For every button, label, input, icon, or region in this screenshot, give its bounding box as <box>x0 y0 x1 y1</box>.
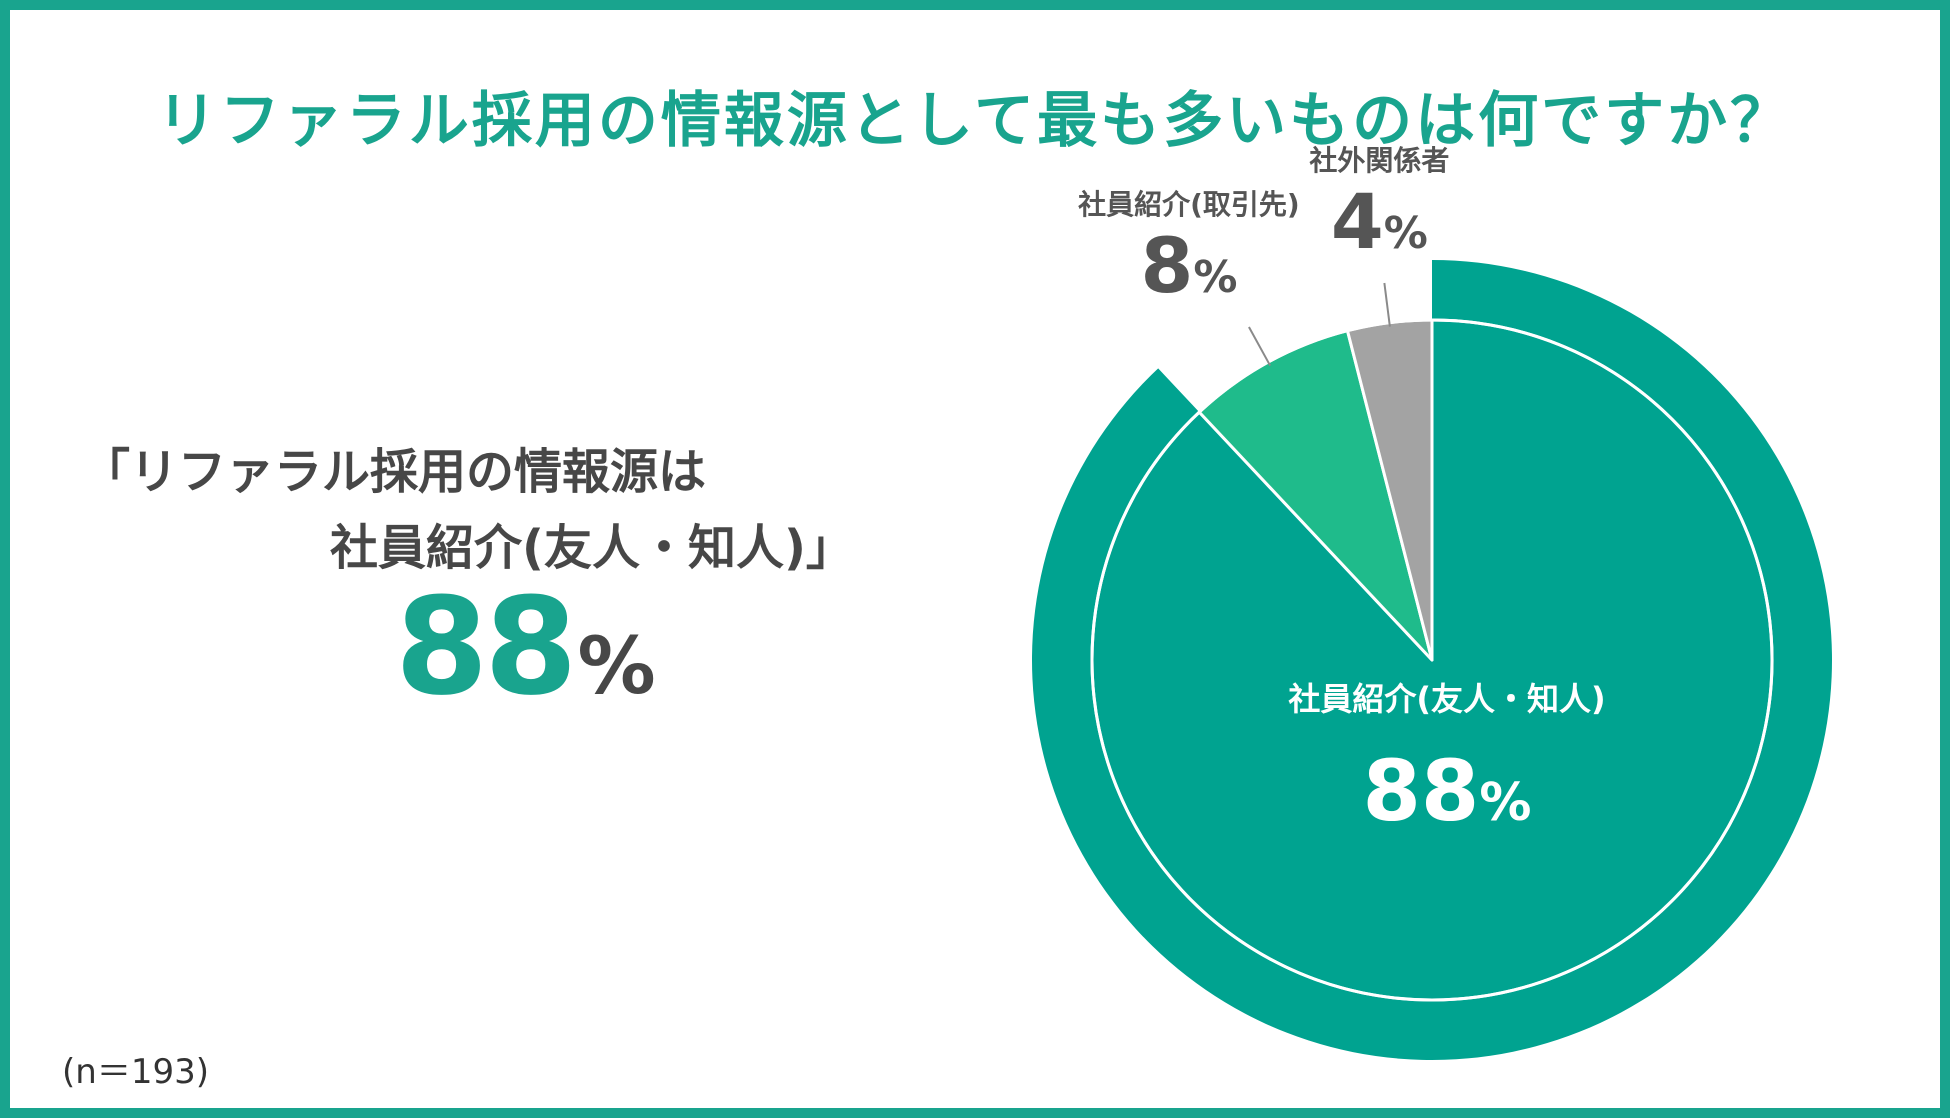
slice-label-2: 社員紹介(取引先) <box>1078 188 1300 221</box>
highlight-value-number: 88 <box>395 569 577 725</box>
chart-title: リファラル採用の情報源として最も多いものは何ですか？ <box>156 86 1794 156</box>
sample-size-note: (n＝193) <box>62 1052 209 1092</box>
slice-label-3: 社外関係者 <box>1309 144 1449 177</box>
highlight-value: 88% <box>395 580 656 714</box>
slice-label-1: 社員紹介(友人・知人) <box>1288 680 1605 718</box>
leader-line-3 <box>1383 282 1391 327</box>
slice-value-3: 4% <box>1331 177 1428 266</box>
slice-value-2: 8% <box>1140 221 1237 310</box>
highlight-caption-line1: 「リファラル採用の情報源は <box>82 444 707 500</box>
slice-value-1: 88% <box>1362 742 1531 840</box>
leader-line-2 <box>1248 326 1272 367</box>
highlight-value-unit: % <box>577 622 656 712</box>
highlight-caption-line2: 社員紹介(友人・知人)」 <box>330 520 854 576</box>
pie-outline <box>1090 318 1774 1002</box>
